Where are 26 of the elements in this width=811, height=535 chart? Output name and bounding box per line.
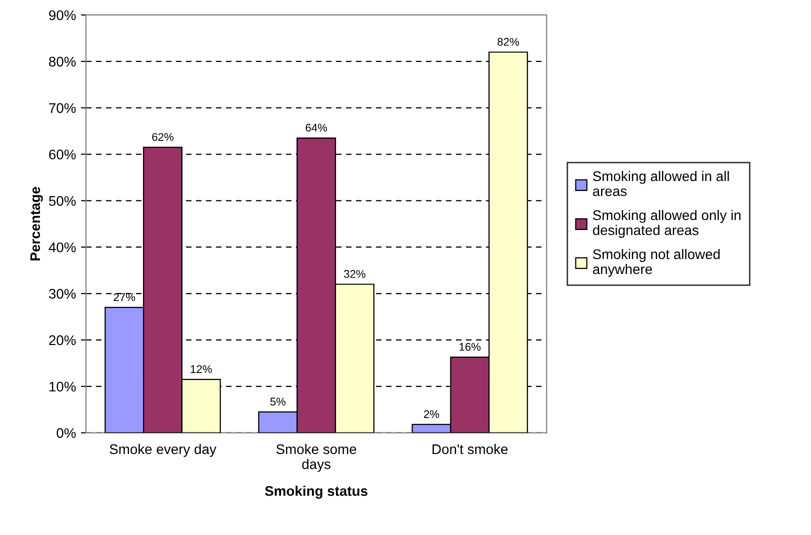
y-tick-label: 90% [49, 10, 76, 20]
x-tick-label: Smoke every day [110, 444, 216, 457]
y-tick-label: 30% [48, 288, 76, 299]
y-tick-label: 20% [49, 335, 76, 346]
data-label: 62% [152, 133, 174, 141]
data-label: 5% [270, 398, 286, 406]
y-tick-label: 80% [49, 56, 76, 67]
y-tick-label: 10% [50, 382, 76, 392]
data-label: 12% [190, 365, 212, 374]
data-label: 32% [344, 270, 366, 278]
y-tick-label: 50% [49, 196, 76, 206]
y-tick-label: 0% [56, 428, 76, 438]
y-axis-title: Percentage [30, 186, 43, 260]
data-label: 2% [424, 410, 440, 418]
x-tick-label: Don't smoke [432, 444, 508, 454]
x-axis-title: Smoking status [264, 486, 368, 499]
x-tick-label: Smoke some days [276, 444, 356, 472]
y-tick-label: 60% [49, 150, 76, 160]
y-tick-label: 40% [48, 242, 76, 252]
data-label: 64% [306, 124, 328, 132]
data-label: 82% [498, 38, 519, 46]
legend-label: Smoking allowed only in designated areas [592, 210, 740, 238]
data-label: 16% [460, 342, 481, 351]
legend-label: Smoking allowed in all areas [592, 170, 729, 196]
y-tick-label: 70% [49, 103, 76, 113]
legend-label: Smoking not allowed anywhere [592, 248, 720, 277]
